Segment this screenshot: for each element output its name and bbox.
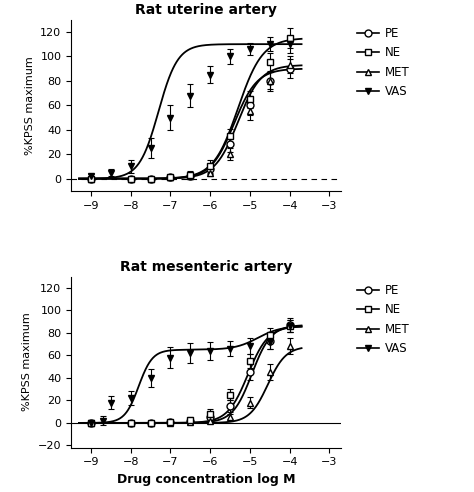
Legend: PE, NE, MET, VAS: PE, NE, MET, VAS: [353, 22, 414, 103]
Y-axis label: %KPSS maximum: %KPSS maximum: [25, 56, 35, 154]
Legend: PE, NE, MET, VAS: PE, NE, MET, VAS: [353, 279, 414, 360]
Title: Rat mesenteric artery: Rat mesenteric artery: [120, 260, 292, 274]
Title: Rat uterine artery: Rat uterine artery: [135, 3, 277, 17]
Y-axis label: %KPSS maximum: %KPSS maximum: [22, 313, 32, 411]
X-axis label: Drug concentration log M: Drug concentration log M: [117, 473, 295, 486]
